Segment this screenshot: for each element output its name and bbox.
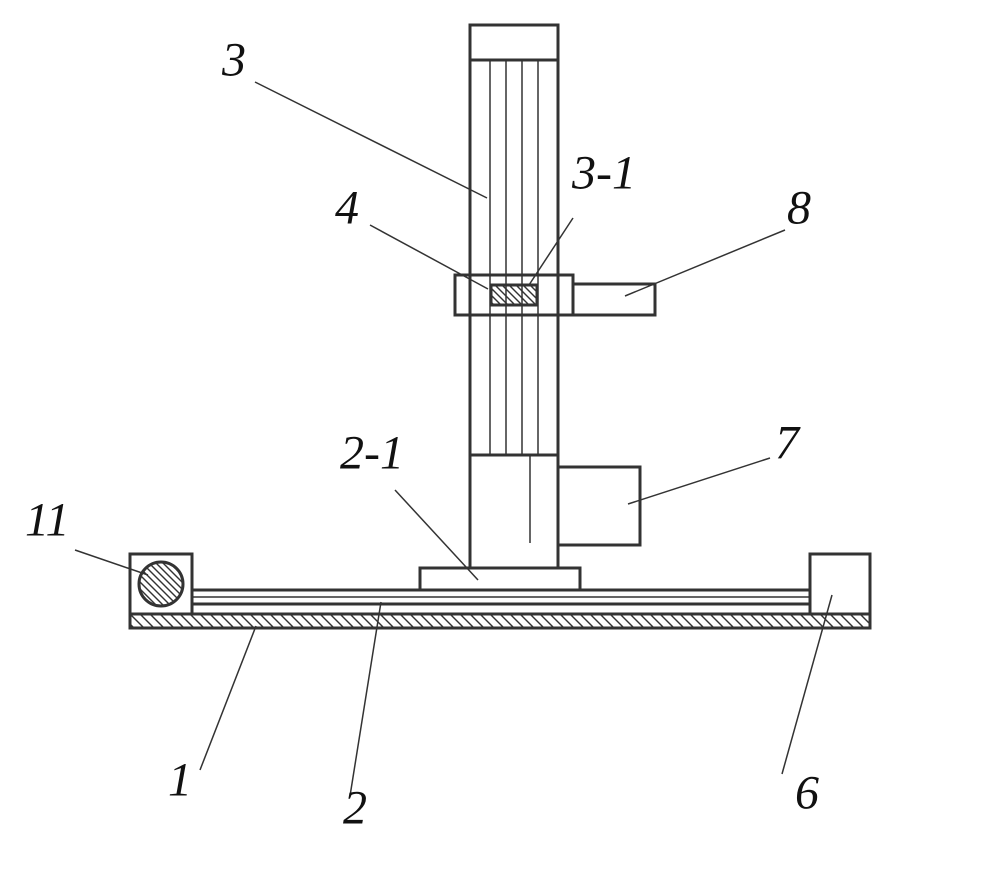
label-l2_1: 2-1 [340,427,404,480]
label-l7: 7 [775,417,801,470]
label-l6: 6 [795,767,819,820]
technical-diagram: 343-182-1711126 [0,0,1000,870]
label-l1: 1 [168,754,192,807]
label-l3_1: 3-1 [571,147,636,200]
label-l8: 8 [787,182,811,235]
label-l11: 11 [25,494,69,547]
label-l3: 3 [221,34,246,87]
label-l2: 2 [343,782,367,835]
label-l4: 4 [335,182,359,235]
